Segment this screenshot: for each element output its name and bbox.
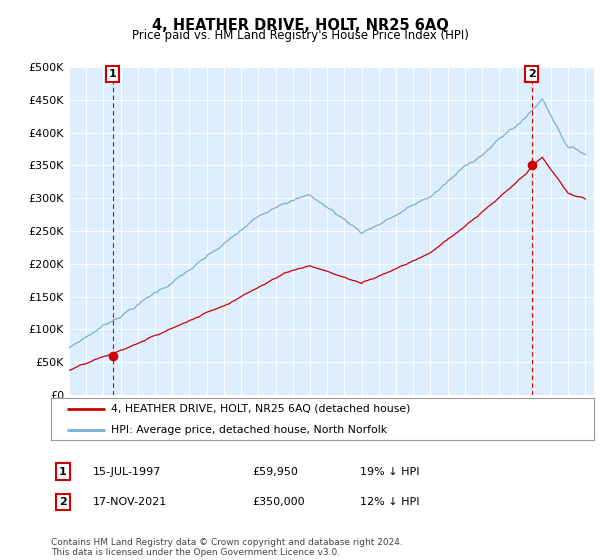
Text: £350,000: £350,000 [252, 497, 305, 507]
Text: 17-NOV-2021: 17-NOV-2021 [93, 497, 167, 507]
Text: 2: 2 [528, 69, 536, 79]
Text: £59,950: £59,950 [252, 466, 298, 477]
Text: 4, HEATHER DRIVE, HOLT, NR25 6AQ (detached house): 4, HEATHER DRIVE, HOLT, NR25 6AQ (detach… [111, 404, 410, 414]
Text: HPI: Average price, detached house, North Norfolk: HPI: Average price, detached house, Nort… [111, 425, 387, 435]
Text: 12% ↓ HPI: 12% ↓ HPI [360, 497, 419, 507]
Text: 4, HEATHER DRIVE, HOLT, NR25 6AQ: 4, HEATHER DRIVE, HOLT, NR25 6AQ [152, 18, 448, 33]
Text: 1: 1 [59, 466, 67, 477]
Text: 19% ↓ HPI: 19% ↓ HPI [360, 466, 419, 477]
Text: 15-JUL-1997: 15-JUL-1997 [93, 466, 161, 477]
Text: Contains HM Land Registry data © Crown copyright and database right 2024.
This d: Contains HM Land Registry data © Crown c… [51, 538, 403, 557]
Text: 1: 1 [109, 69, 116, 79]
Text: 2: 2 [59, 497, 67, 507]
Text: Price paid vs. HM Land Registry's House Price Index (HPI): Price paid vs. HM Land Registry's House … [131, 29, 469, 42]
